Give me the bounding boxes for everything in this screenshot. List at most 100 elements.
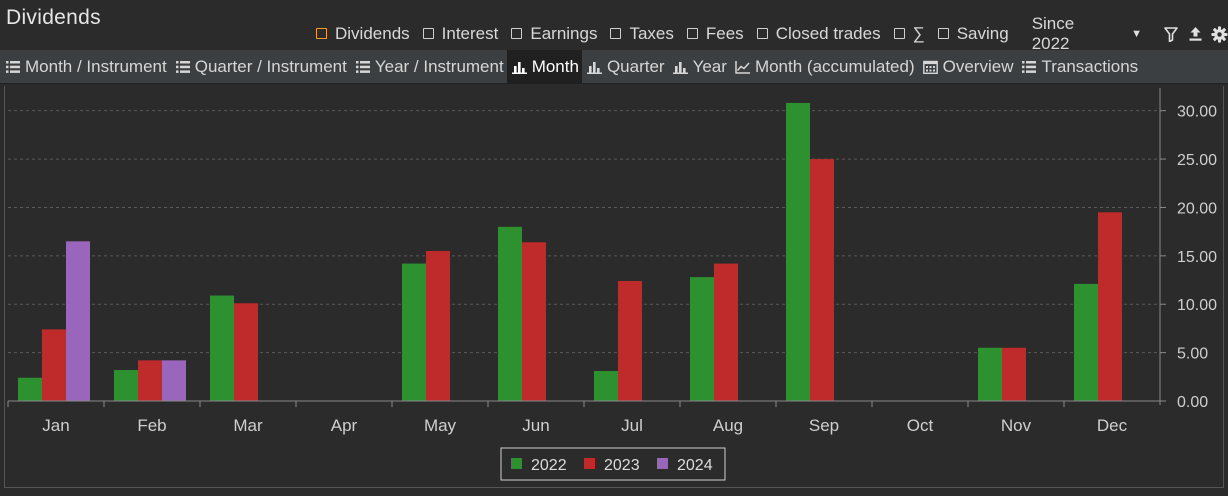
x-tick-label: Jul [621,416,643,435]
tab-quarter[interactable]: Quarter [582,50,668,84]
bar-chart-icon [673,59,689,75]
filter-closed-trades[interactable]: Closed trades [756,24,881,44]
bar-2023-aug [714,263,738,401]
checkbox-icon[interactable] [893,27,905,39]
settings-icon[interactable] [1210,25,1228,43]
filter-earnings[interactable]: Earnings [511,24,597,44]
checkbox-icon[interactable] [422,27,434,39]
filter-saving[interactable]: Saving [937,24,1009,44]
filter-label: Saving [956,24,1009,43]
tab-bar: Month / Instrument Quarter / Instrument … [0,49,1228,84]
tab-overview[interactable]: Overview [918,50,1017,84]
legend-swatch [657,458,668,469]
bar-2022-sep [786,102,810,401]
list-icon [1021,59,1037,75]
legend-swatch [584,458,595,469]
bar-2023-may [426,251,450,401]
list-icon [5,59,21,75]
filter-taxes[interactable]: Taxes [610,24,674,44]
x-tick-label: Mar [233,416,263,435]
y-tick-label: 5.00 [1177,346,1208,363]
tab-month[interactable]: Month [506,49,582,84]
checkbox-icon[interactable] [511,27,523,39]
x-tick-label: Feb [137,416,166,435]
checkbox-icon[interactable] [316,27,327,39]
legend-label: 2022 [531,457,567,474]
y-tick-label: 15.00 [1177,249,1217,266]
filter-icon[interactable] [1162,25,1180,43]
bar-2023-jul [618,281,642,401]
x-tick-label: May [424,416,457,435]
legend-label: 2023 [604,457,640,474]
filter-label: Dividends [335,24,410,43]
tab-label: Month [531,56,579,76]
filter-bar: Dividends Interest Earnings Taxes Fees C… [316,14,1228,54]
tab-month-instrument[interactable]: Month / Instrument [0,50,170,84]
y-tick-label: 10.00 [1177,297,1217,314]
tab-label: Quarter [606,56,665,76]
x-tick-label: Sep [809,416,839,435]
bar-2022-may [402,263,426,401]
filter-fees[interactable]: Fees [686,24,744,44]
tab-transactions[interactable]: Transactions [1016,50,1141,84]
bar-2022-feb [114,370,138,401]
chart-area: 0.00 5.00 10.00 15.00 20.00 25.00 30.00 Jan Feb M… [0,84,1228,496]
chevron-down-icon[interactable]: ▼ [1131,28,1142,40]
filter-label: ∑ [912,24,925,43]
x-tick-label: Oct [907,416,934,435]
tab-year[interactable]: Year [668,50,730,84]
bar-2023-mar [234,303,258,401]
y-tick-label: 0.00 [1177,394,1208,411]
legend-label: 2024 [677,457,713,474]
bar-2022-jul [594,371,618,401]
bar-2022-dec [1074,283,1098,401]
export-icon[interactable] [1186,25,1204,43]
filter-dividends[interactable]: Dividends [316,24,410,44]
bar-2023-feb [138,360,162,401]
period-dropdown[interactable]: Since 2022 ▼ [1032,14,1142,54]
chart-frame [4,86,1224,488]
x-tick-label: Nov [1001,416,1032,435]
header: Dividends Dividends Interest Earnings Ta… [0,0,1228,53]
bar-2022-jun [498,226,522,401]
filter-label: Fees [705,24,744,43]
bar-2023-jan [42,329,66,401]
filter-sum[interactable]: ∑ [893,24,925,44]
list-icon [355,59,371,75]
checkbox-icon[interactable] [686,27,698,39]
y-tick-label: 20.00 [1177,200,1217,217]
tab-label: Year [692,56,727,76]
bar-chart-icon [512,59,528,75]
x-tick-label: Jun [522,416,549,435]
tab-label: Month (accumulated) [754,56,915,76]
tab-label: Quarter / Instrument [194,56,347,76]
bar-2022-nov [978,347,1002,401]
bar-2023-dec [1098,212,1122,401]
bar-2022-mar [210,295,234,401]
x-tick-label: Aug [713,416,743,435]
filter-interest[interactable]: Interest [422,24,498,44]
tab-year-instrument[interactable]: Year / Instrument [350,50,507,84]
dividends-bar-chart: 0.00 5.00 10.00 15.00 20.00 25.00 30.00 Jan Feb M… [7,88,1217,481]
checkbox-icon[interactable] [610,27,622,39]
x-tick-label: Dec [1097,416,1128,435]
page-title: Dividends [6,6,101,29]
bar-2024-feb [162,360,186,401]
filter-label: Closed trades [775,24,881,43]
header-icons [1156,25,1228,43]
bar-2022-jan [18,377,42,401]
filter-label: Taxes [629,24,674,43]
tab-label: Overview [942,56,1014,76]
checkbox-icon[interactable] [937,27,949,39]
list-icon [175,59,191,75]
calendar-icon [923,59,939,75]
checkbox-icon[interactable] [756,27,768,39]
tab-quarter-instrument[interactable]: Quarter / Instrument [170,50,350,84]
tab-month-accumulated[interactable]: Month (accumulated) [730,50,918,84]
legend-box [500,447,726,481]
tab-label: Transactions [1041,56,1139,76]
bar-2022-aug [690,277,714,401]
bar-2024-jan [66,241,90,401]
bar-2023-sep [810,159,834,401]
x-tick-label: Jan [42,416,69,435]
